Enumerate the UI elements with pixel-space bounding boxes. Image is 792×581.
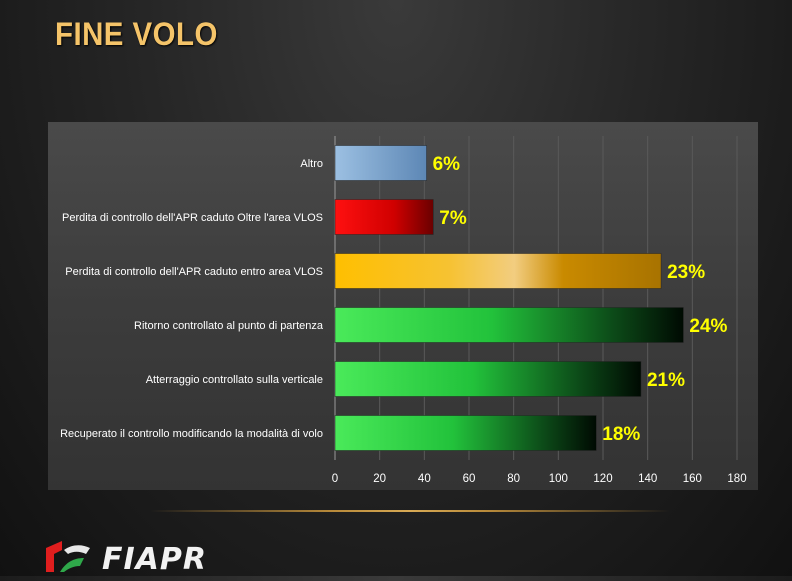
data-label: 18% xyxy=(602,424,640,445)
bar xyxy=(334,145,427,181)
fiapr-logo: FIAPR xyxy=(40,538,260,577)
chart-panel: 0 20 40 60 80 100 120 140 160 180 Altro 6% Perdita d… xyxy=(48,122,758,490)
category-label: Altro xyxy=(300,158,323,170)
category-label: Recuperato il controllo modificando la m… xyxy=(60,428,323,440)
fiapr-emblem-icon xyxy=(46,541,90,572)
bar xyxy=(334,253,662,289)
data-label: 24% xyxy=(689,316,727,337)
gold-divider xyxy=(150,510,670,512)
x-tick-label: 40 xyxy=(418,473,431,485)
x-tick-label: 0 xyxy=(332,473,338,485)
x-tick-label: 80 xyxy=(507,473,520,485)
x-tick-label: 60 xyxy=(463,473,476,485)
data-label: 7% xyxy=(439,208,467,229)
slide-title: FINE VOLO xyxy=(55,16,218,52)
x-tick-label: 20 xyxy=(373,473,386,485)
bar xyxy=(334,307,684,343)
x-tick-label: 100 xyxy=(549,473,568,485)
category-label: Perdita di controllo dell'APR caduto Olt… xyxy=(62,212,323,224)
bar-chart: 0 20 40 60 80 100 120 140 160 180 Altro 6% Perdita d… xyxy=(60,136,747,485)
bar xyxy=(334,199,434,235)
data-label: 21% xyxy=(647,370,685,391)
x-tick-label: 160 xyxy=(683,473,702,485)
x-tick-label: 180 xyxy=(727,473,746,485)
x-tick-label: 120 xyxy=(593,473,612,485)
data-label: 6% xyxy=(433,154,461,175)
bar xyxy=(334,361,642,397)
category-label: Ritorno controllato al punto di partenza xyxy=(134,320,324,332)
data-label: 23% xyxy=(667,262,705,283)
category-label: Perdita di controllo dell'APR caduto ent… xyxy=(65,266,323,278)
logo-text: FIAPR xyxy=(102,542,207,577)
x-tick-label: 140 xyxy=(638,473,657,485)
category-label: Atterraggio controllato sulla verticale xyxy=(146,374,323,386)
bar xyxy=(334,415,597,451)
